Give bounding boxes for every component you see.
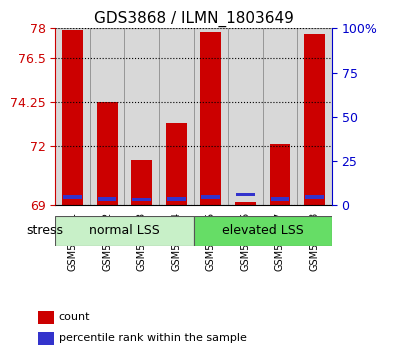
Bar (297, 28, 332, 205)
Bar (124, 28, 159, 205)
Text: elevated LSS: elevated LSS (222, 224, 303, 238)
Bar (166, 123, 187, 205)
Bar (235, 202, 256, 205)
Text: percentile rank within the sample: percentile rank within the sample (59, 333, 247, 343)
Bar (90, 28, 124, 205)
Bar (38, 311, 54, 324)
Bar (304, 34, 325, 205)
Title: GDS3868 / ILMN_1803649: GDS3868 / ILMN_1803649 (94, 11, 293, 27)
Bar (236, 193, 255, 196)
Bar (62, 30, 83, 205)
Bar (271, 198, 289, 201)
Bar (132, 198, 151, 201)
Bar (55, 28, 90, 205)
Text: count: count (59, 312, 90, 322)
FancyBboxPatch shape (55, 216, 194, 246)
Text: normal LSS: normal LSS (89, 224, 160, 238)
Bar (201, 195, 220, 199)
Bar (167, 198, 186, 201)
Bar (194, 28, 228, 205)
Bar (263, 28, 297, 205)
FancyBboxPatch shape (194, 216, 332, 246)
Bar (97, 102, 118, 205)
Bar (159, 28, 194, 205)
Text: stress: stress (26, 224, 63, 238)
Bar (131, 160, 152, 205)
Bar (228, 28, 263, 205)
Bar (63, 195, 82, 199)
Bar (269, 144, 290, 205)
Bar (38, 332, 54, 345)
Bar (98, 198, 117, 201)
Bar (201, 32, 221, 205)
Bar (305, 195, 324, 199)
